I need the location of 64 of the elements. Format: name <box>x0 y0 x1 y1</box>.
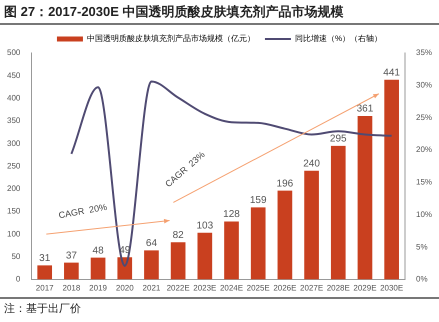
data-label: 159 <box>250 195 267 206</box>
bar <box>278 190 292 280</box>
x-tick-label: 2027E <box>300 283 324 292</box>
x-tick-label: 2020 <box>116 283 134 292</box>
y2-tick-label: 15% <box>416 178 432 187</box>
y2-tick-label: 0% <box>416 274 428 284</box>
bar <box>250 207 266 280</box>
y2-tick-label: 35% <box>416 48 432 58</box>
y-tick-label: 300 <box>6 138 21 148</box>
y2-tick-label: 30% <box>416 80 432 90</box>
x-tick-label: 2017 <box>36 283 54 292</box>
x-tick-label: 2023E <box>193 283 216 292</box>
y-tick-label: 500 <box>6 48 21 58</box>
x-tick-label: 2022E <box>166 283 190 292</box>
bar <box>384 80 399 280</box>
x-tick-label: 2019 <box>89 283 108 292</box>
bar <box>224 221 239 280</box>
x-tick-label: 2024E <box>220 283 244 292</box>
bar <box>330 146 346 280</box>
legend-label: 中国透明质酸皮肤填充剂产品市场规模（亿元） <box>86 34 255 44</box>
x-tick-label: 2030E <box>380 283 404 292</box>
x-tick-label: 2025E <box>246 283 270 292</box>
data-label: 441 <box>383 67 400 78</box>
data-label: 361 <box>356 104 374 115</box>
data-label: 64 <box>146 238 158 250</box>
y-tick-label: 400 <box>6 93 21 102</box>
y2-tick-label: 20% <box>416 145 432 154</box>
x-tick-label: 2026E <box>273 283 296 292</box>
bar <box>358 116 372 280</box>
x-tick-label: 2021 <box>142 283 161 292</box>
data-label: 37 <box>66 250 78 262</box>
bar <box>64 262 79 280</box>
chart-title: 图 27：2017-2030E 中国透明质酸皮肤填充剂产品市场规模 <box>0 0 439 25</box>
bar <box>144 250 159 280</box>
data-label: 240 <box>303 158 320 170</box>
bar <box>37 265 52 280</box>
x-tick-label: 2028E <box>326 283 350 292</box>
y2-tick-label: 5% <box>416 242 428 252</box>
legend-label: 同比增速（%）（右轴） <box>294 34 382 44</box>
bar <box>197 232 212 280</box>
y-tick-label: 0 <box>16 274 21 284</box>
y2-tick-label: 10% <box>416 210 432 219</box>
data-label: 103 <box>196 220 214 232</box>
data-label: 31 <box>39 253 51 264</box>
y-tick-label: 450 <box>6 70 21 80</box>
x-tick-label: 2029E <box>353 283 377 292</box>
y2-tick-label: 25% <box>416 112 432 122</box>
y-tick-label: 350 <box>6 116 21 126</box>
bar <box>304 170 319 280</box>
data-label: 48 <box>92 245 104 256</box>
data-label: 128 <box>223 209 240 220</box>
y-tick-label: 100 <box>6 229 21 238</box>
y-tick-label: 50 <box>11 252 21 261</box>
data-label: 295 <box>330 134 348 145</box>
data-label: 82 <box>172 230 184 242</box>
text: 注：基于出厂价 <box>4 302 82 316</box>
bar <box>170 242 186 280</box>
y-tick-label: 250 <box>6 161 21 170</box>
annotation: CAGR 20% <box>58 202 108 220</box>
bar <box>90 258 106 280</box>
y-tick-label: 200 <box>6 184 21 194</box>
data-label: 196 <box>276 178 294 190</box>
x-tick-label: 2018 <box>62 283 81 292</box>
y-tick-label: 150 <box>6 206 21 216</box>
